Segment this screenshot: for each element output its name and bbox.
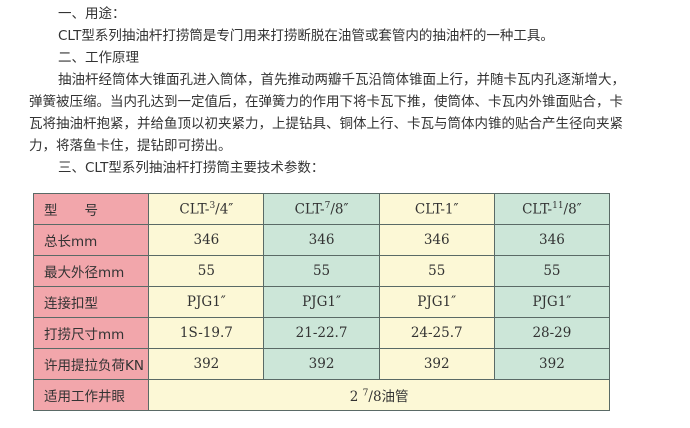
table-cell: 346 <box>493 224 611 256</box>
heading-principle: 二、工作原理 <box>58 50 139 66</box>
document-text: 一、用途： CLT型系列抽油杆打捞筒是专门用来打捞断脱在油管或套管内的抽油杆的一… <box>29 3 629 179</box>
heading-params: 三、CLT型系列抽油杆打捞筒主要技术参数： <box>58 160 325 176</box>
table-cell: 346 <box>378 224 495 256</box>
table-cell: 392 <box>263 348 380 380</box>
table-cell: 392 <box>493 348 611 380</box>
table-cell: PJG1″ <box>378 286 495 318</box>
table-cell: 346 <box>263 224 380 256</box>
table-cell: 28-29 <box>493 317 611 349</box>
model-cell: CLT-3/4″ <box>148 193 265 225</box>
spec-table: 型 号 CLT-3/4″ CLT-7/8″ CLT-1″ CLT-11/8″ 总… <box>32 193 611 411</box>
row-label: 最大外径mm <box>32 255 150 287</box>
table-footer-row: 适用工作井眼 2 7/8油管 <box>32 379 610 411</box>
table-row: 总长mm 346 346 346 346 <box>32 224 611 256</box>
table-row: 许用提拉负荷KN 392 392 392 392 <box>32 348 611 380</box>
table-cell: 21-22.7 <box>263 317 380 349</box>
model-cell: CLT-7/8″ <box>263 193 380 225</box>
table-cell: PJG1″ <box>148 286 265 318</box>
row-label: 打捞尺寸mm <box>32 317 150 349</box>
heading-purpose: 一、用途： <box>58 6 126 22</box>
table-cell: 55 <box>493 255 611 287</box>
table-cell: 24-25.7 <box>378 317 495 349</box>
table-row: 打捞尺寸mm 1S-19.7 21-22.7 24-25.7 28-29 <box>32 317 611 349</box>
model-cell: CLT-1″ <box>378 193 495 225</box>
row-label: 连接扣型 <box>32 286 150 318</box>
model-cell: CLT-11/8″ <box>493 193 611 225</box>
purpose-paragraph: CLT型系列抽油杆打捞筒是专门用来打捞断脱在油管或套管内的抽油杆的一种工具。 <box>58 28 554 44</box>
header-label: 型 号 <box>32 193 150 225</box>
table-header-row: 型 号 CLT-3/4″ CLT-7/8″ CLT-1″ CLT-11/8″ <box>32 193 611 225</box>
principle-paragraph: 抽油杆经筒体大锥面孔进入筒体，首先推动两瓣千瓦沿筒体锥面上行，并随卡瓦内孔逐渐增… <box>29 72 625 154</box>
row-label: 许用提拉负荷KN <box>32 348 150 380</box>
table-cell: 1S-19.7 <box>148 317 265 349</box>
table-cell: PJG1″ <box>263 286 380 318</box>
table-cell: 392 <box>378 348 495 380</box>
table-row: 最大外径mm 55 55 55 55 <box>32 255 611 287</box>
row-label: 适用工作井眼 <box>32 379 150 411</box>
table-cell: 55 <box>378 255 495 287</box>
table-cell: 392 <box>148 348 265 380</box>
applicable-well-value: 2 7/8油管 <box>148 379 610 411</box>
table-cell: 55 <box>263 255 380 287</box>
table-row: 连接扣型 PJG1″ PJG1″ PJG1″ PJG1″ <box>32 286 611 318</box>
table-cell: 346 <box>148 224 265 256</box>
table-cell: PJG1″ <box>493 286 611 318</box>
row-label: 总长mm <box>32 224 150 256</box>
table-cell: 55 <box>148 255 265 287</box>
